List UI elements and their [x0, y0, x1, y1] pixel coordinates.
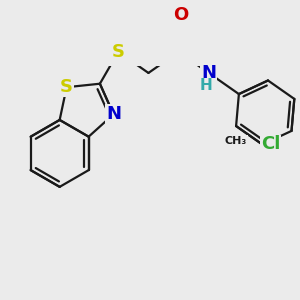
Text: N: N — [106, 105, 121, 123]
Text: Cl: Cl — [261, 136, 280, 154]
Text: N: N — [201, 64, 216, 82]
Text: S: S — [60, 78, 73, 96]
Text: O: O — [173, 6, 188, 24]
Text: H: H — [200, 78, 212, 93]
Text: CH₃: CH₃ — [225, 136, 247, 146]
Text: S: S — [112, 43, 125, 61]
